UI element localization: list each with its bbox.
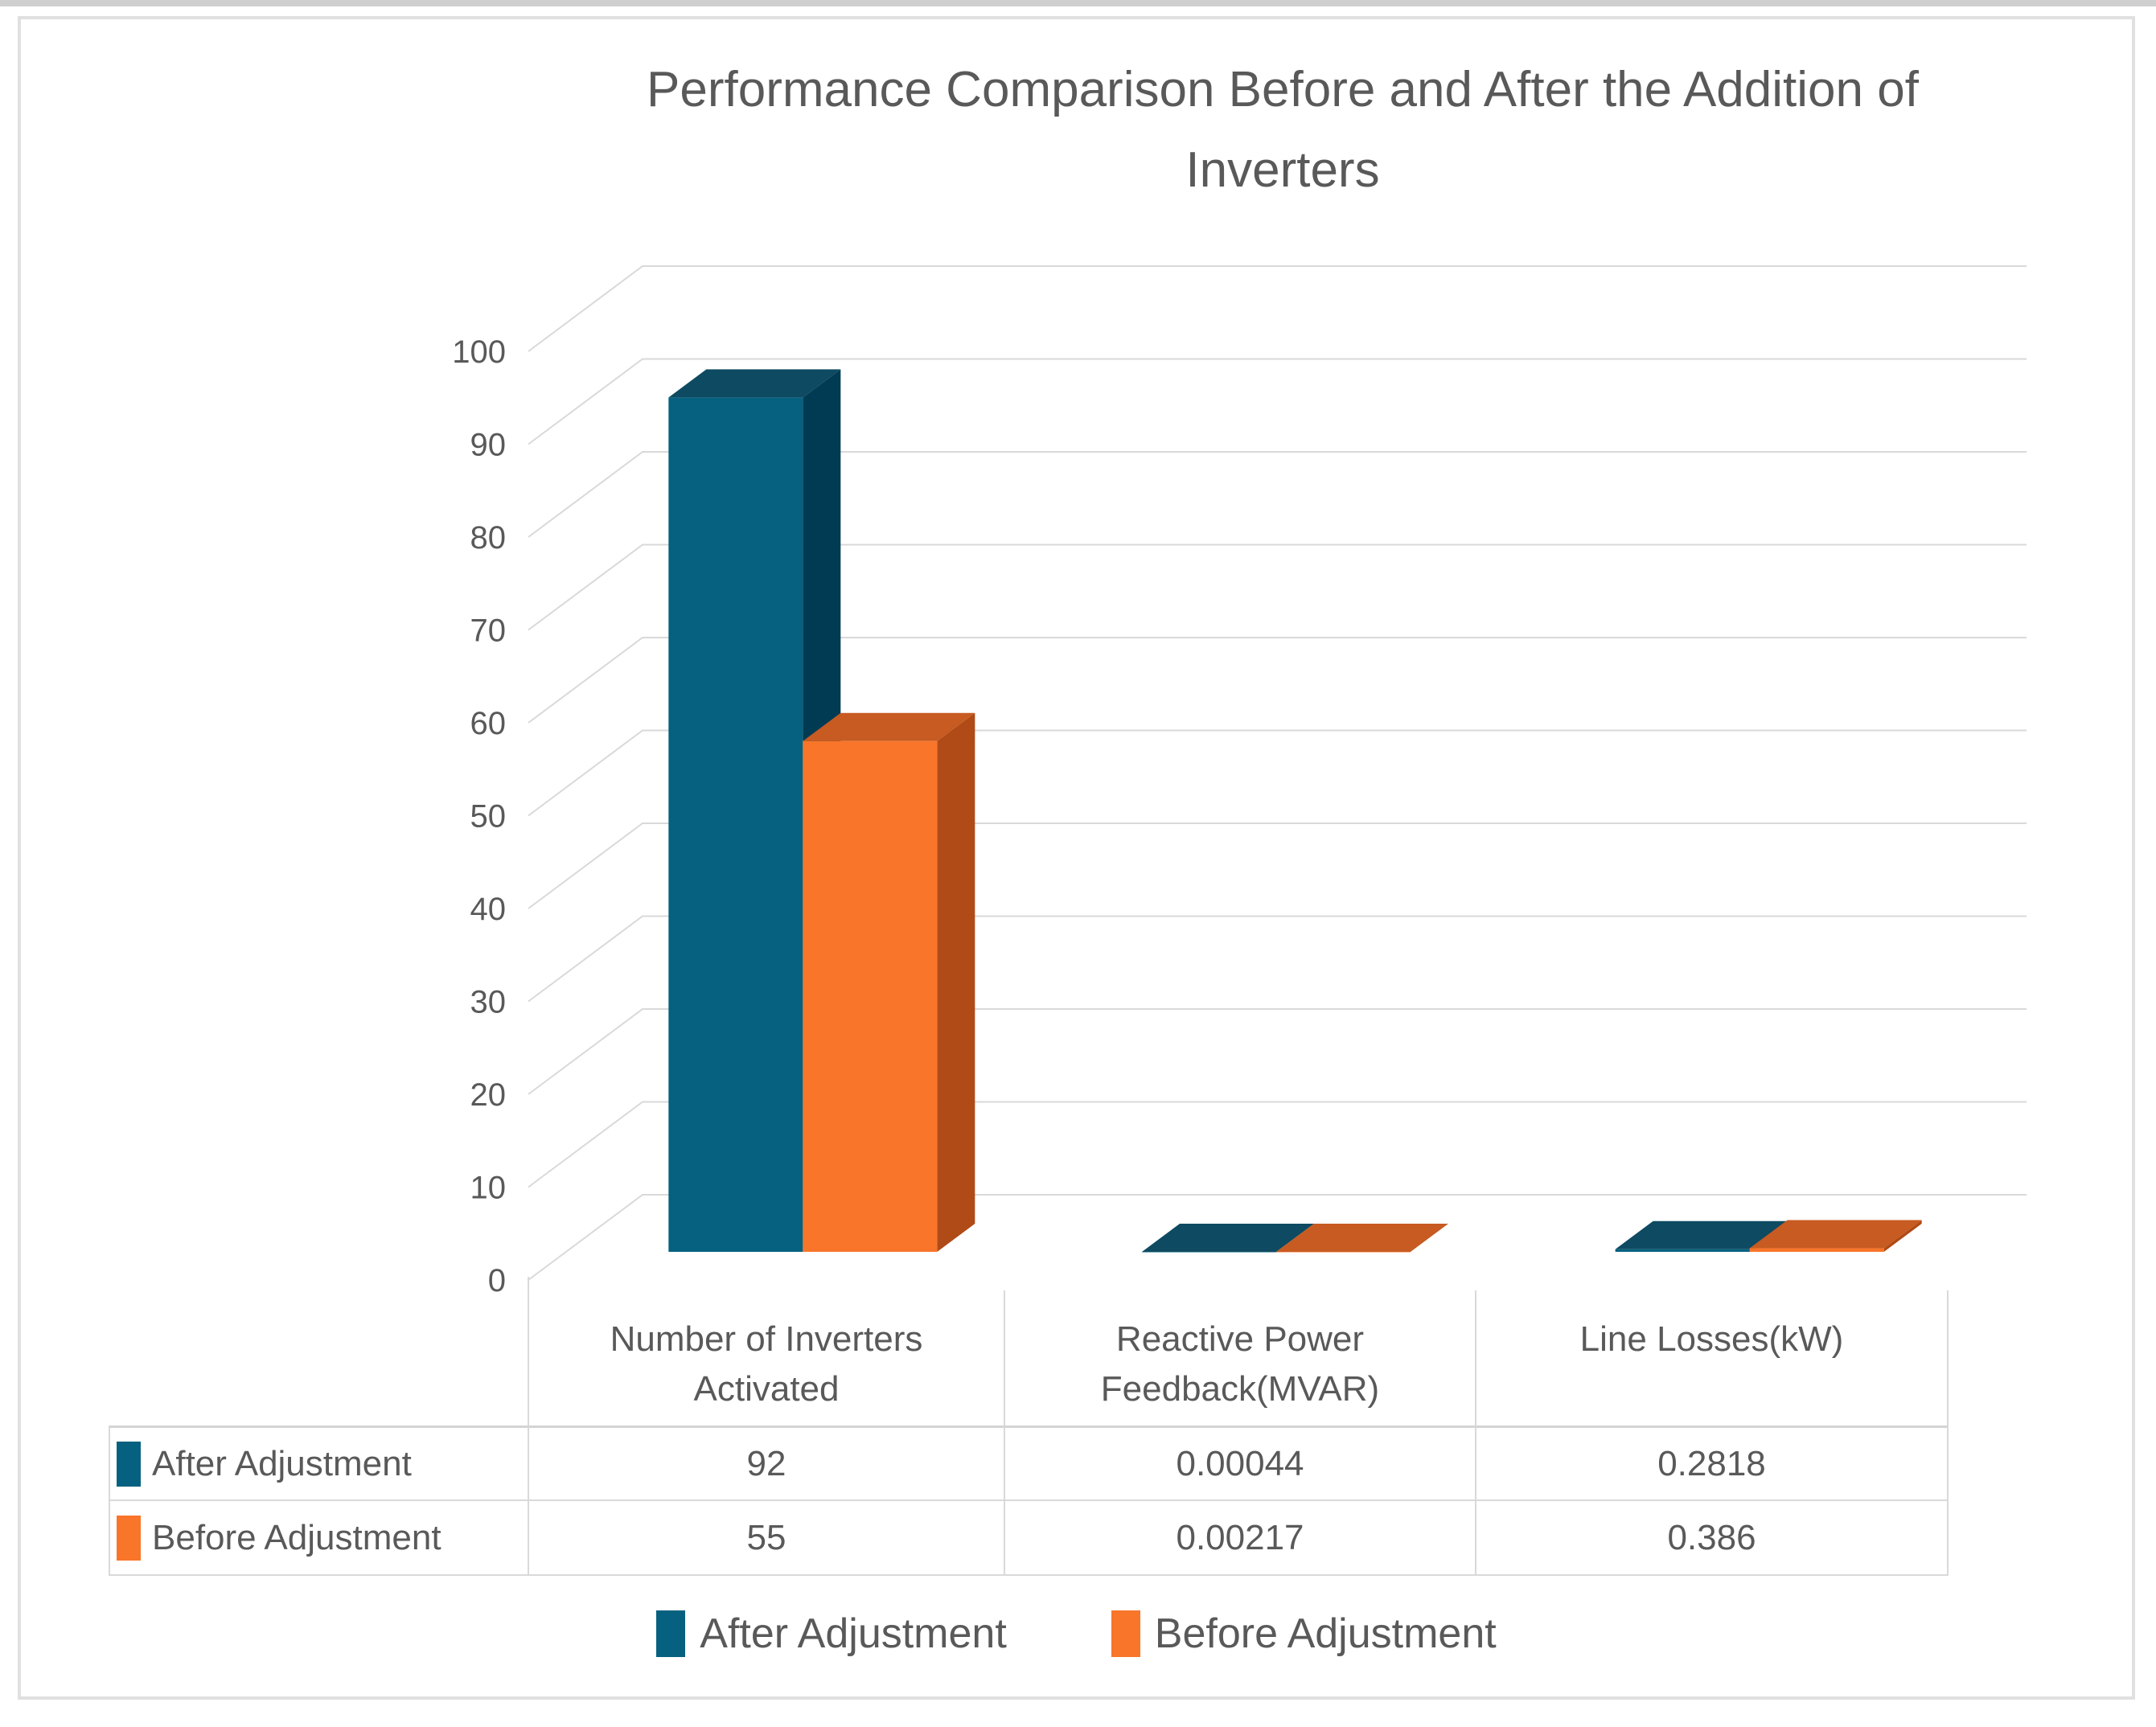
y-tick-label: 60 [470,706,507,741]
series-key-after: After Adjustment [109,1425,528,1501]
table-value-before-reactive: 0.00217 [1004,1501,1475,1576]
y-axis-tick-labels: 0 10 20 30 40 50 60 70 80 90 100 [452,334,506,1298]
after-adjustment-swatch [117,1441,141,1487]
y-tick-label: 20 [470,1077,507,1113]
y-tick-label: 100 [452,334,506,370]
window-top-edge [0,0,2156,6]
y-tick-label: 0 [488,1263,506,1298]
table-corner-empty [109,1290,528,1425]
table-value-after-reactive: 0.00044 [1004,1425,1475,1501]
chart-legend: After Adjustment Before Adjustment [18,1610,2135,1658]
legend-before-label: Before Adjustment [1154,1610,1497,1657]
bar-series [668,369,1922,1253]
category-header-inverters: Number of Inverters Activated [528,1290,1004,1425]
legend-item-after: After Adjustment [656,1610,1007,1658]
y-tick-label: 70 [470,613,507,649]
y-tick-label: 90 [470,428,507,463]
table-value-before-inverters: 55 [528,1501,1004,1576]
table-value-after-inverters: 92 [528,1425,1004,1501]
legend-after-swatch [656,1610,686,1657]
y-tick-label: 40 [470,892,507,927]
gridlines [528,265,2027,1281]
bar-before-cat3 [1749,1220,1922,1252]
chart-title: Performance Comparison Before and After … [647,62,1919,198]
table-value-after-losses: 0.2818 [1475,1425,1949,1501]
bar-before-cat2 [1276,1223,1448,1253]
category-header-line-losses: Line Losses(kW) [1475,1290,1949,1425]
y-tick-label: 80 [470,520,507,556]
y-tick-label: 30 [470,985,507,1020]
figure-border-frame [18,16,2135,1700]
series-label-after: After Adjustment [152,1443,412,1483]
series-label-before: Before Adjustment [152,1517,441,1557]
table-value-before-losses: 0.386 [1475,1501,1949,1576]
before-adjustment-swatch [117,1515,141,1561]
legend-item-before: Before Adjustment [1111,1610,1497,1658]
y-tick-label: 10 [470,1171,507,1206]
legend-before-swatch [1111,1610,1140,1657]
legend-after-label: After Adjustment [700,1610,1007,1657]
y-tick-label: 50 [470,799,507,835]
category-header-reactive-power: Reactive Power Feedback(MVAR) [1004,1290,1475,1425]
bar-before-cat1 [803,712,975,1252]
series-key-before: Before Adjustment [109,1501,528,1576]
chart-data-table: Number of Inverters Activated Reactive P… [109,1290,1949,1576]
